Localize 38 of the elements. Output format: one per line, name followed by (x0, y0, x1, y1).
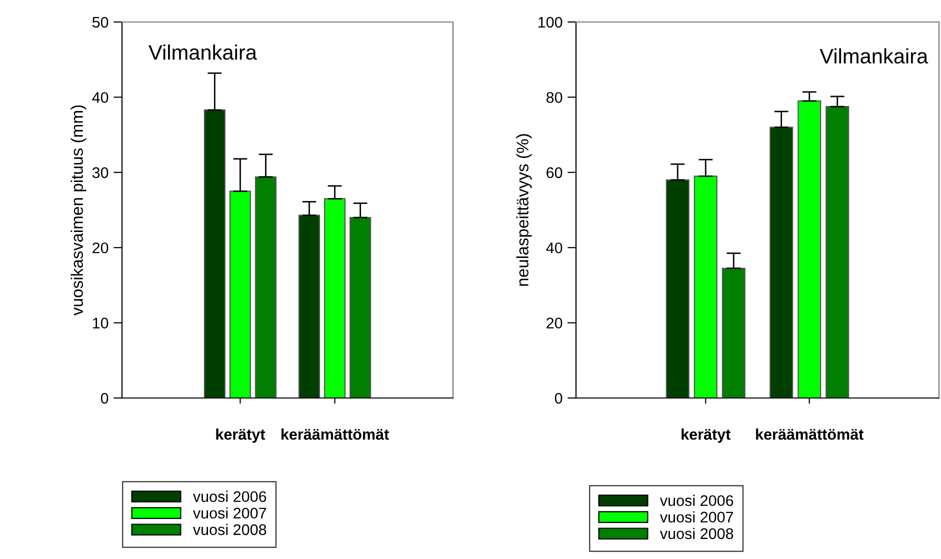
bar (826, 106, 850, 398)
bar (798, 100, 822, 398)
y-tick-label: 20 (92, 242, 108, 254)
x-tick-label: keräämättömät (756, 428, 864, 440)
x-tick-label: kerätyt (682, 428, 731, 443)
legend-label: vuosi 2006 (192, 490, 266, 502)
y-tick-label: 0 (100, 392, 108, 404)
bar (694, 176, 718, 398)
y-tick-label: 40 (92, 92, 108, 103)
y-tick-label: 50 (92, 16, 108, 28)
legend-label: vuosi 2007 (660, 511, 734, 523)
x-tick-label: keräämättömät (282, 428, 389, 440)
bar (722, 268, 746, 398)
bar (298, 214, 320, 398)
bar (324, 198, 346, 398)
bar (666, 179, 690, 398)
y-tick-label: 40 (546, 242, 562, 254)
legend-label: vuosi 2008 (192, 524, 266, 536)
bar (229, 190, 251, 398)
y-tick-label: 80 (546, 92, 562, 103)
legend-label: vuosi 2006 (660, 494, 734, 506)
bar (204, 109, 226, 398)
y-tick-label: 10 (92, 318, 108, 328)
legend-label: vuosi 2007 (192, 507, 266, 519)
y-axis-title: neulaspeittävyys (%) (516, 134, 532, 286)
legend-label: vuosi 2008 (660, 528, 734, 540)
annotation: Vilmankaira (148, 44, 257, 60)
y-tick-label: 60 (546, 167, 562, 178)
y-tick-label: 100 (538, 16, 562, 28)
bar (350, 216, 372, 398)
y-tick-label: 0 (554, 392, 562, 404)
y-tick-label: 20 (546, 318, 562, 328)
y-axis-title: vuosikasvaimen pituus (mm) (70, 105, 86, 316)
x-tick-label: kerätyt (216, 428, 266, 443)
annotation: Vilmankaira (820, 48, 928, 64)
y-tick-label: 30 (92, 167, 108, 178)
bar (254, 176, 277, 398)
bar (770, 126, 794, 398)
